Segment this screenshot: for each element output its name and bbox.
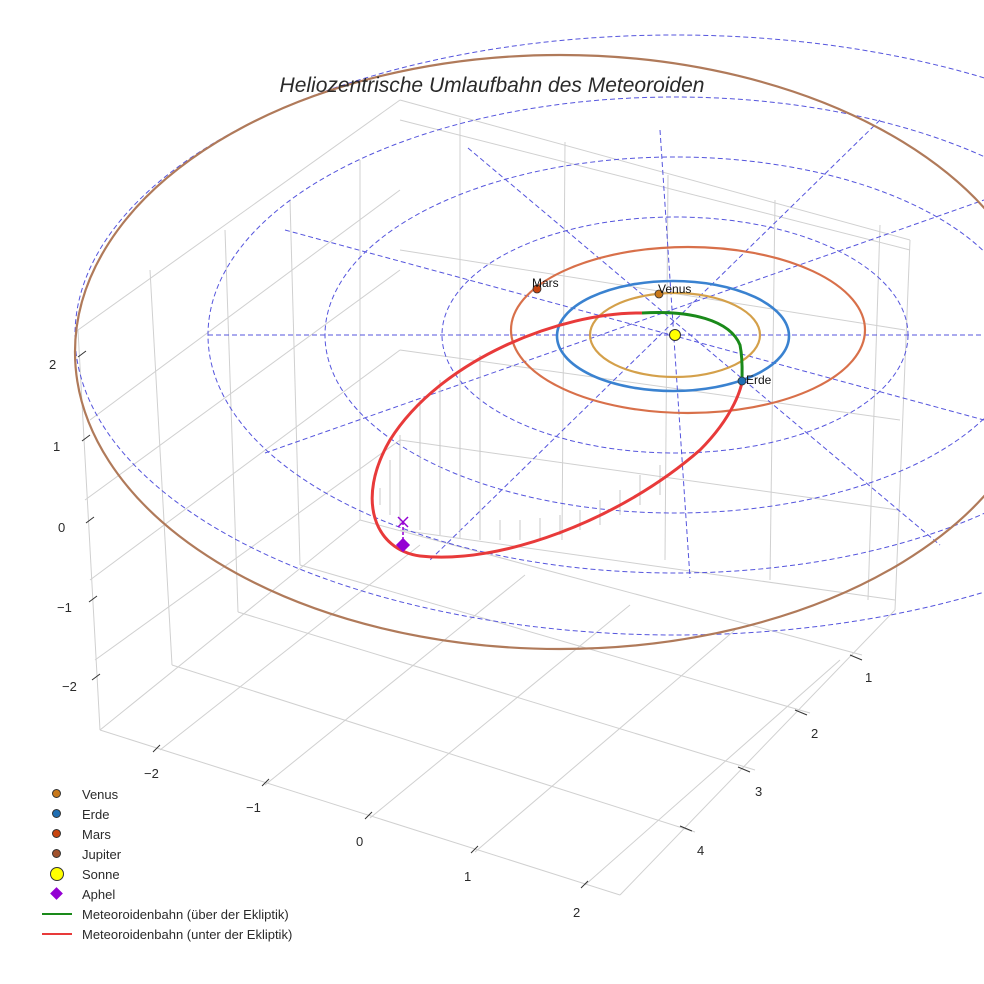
z-tick-neg1: −1 [57, 600, 72, 615]
sonne-marker[interactable] [669, 329, 681, 341]
y-tick-3: 3 [755, 784, 763, 799]
jupiter-dot-icon [52, 849, 61, 858]
y-tick-1: 1 [865, 670, 873, 685]
venus-dot-icon [52, 789, 61, 798]
legend: Venus Erde Mars Jupiter Sonne Aphel Mete… [38, 784, 292, 944]
legend-item-venus[interactable]: Venus [38, 784, 292, 804]
legend-item-orbit-above[interactable]: Meteoroidenbahn (über der Ekliptik) [38, 904, 292, 924]
meteoroid-orbit-below [370, 311, 744, 559]
jupiter-orbit [74, 53, 984, 651]
erde-marker[interactable] [737, 376, 747, 386]
green-line-icon [42, 913, 72, 915]
sonne-dot-icon [50, 867, 64, 881]
venus-label: Venus [658, 282, 692, 296]
venus-marker[interactable] [654, 289, 664, 299]
drop-lines [379, 355, 661, 540]
mars-orbit [509, 245, 867, 415]
aphel-marker[interactable] [395, 537, 411, 553]
tick-marks [77, 350, 863, 889]
z-tick-neg2: −2 [62, 679, 77, 694]
mars-marker[interactable] [532, 284, 542, 294]
red-line-icon [42, 933, 72, 935]
legend-item-mars[interactable]: Mars [38, 824, 292, 844]
x-tick-2: 2 [573, 905, 581, 920]
x-tick-0: 0 [356, 834, 364, 849]
z-tick-0: 0 [58, 520, 66, 535]
erde-orbit [555, 279, 791, 393]
erde-dot-icon [52, 809, 61, 818]
legend-item-sonne[interactable]: Sonne [38, 864, 292, 884]
mars-label: Mars [532, 276, 559, 290]
z-tick-1: 1 [53, 439, 61, 454]
y-tick-2: 2 [811, 726, 819, 741]
x-tick-neg1: −1 [246, 800, 261, 815]
aphel-diamond-icon [50, 887, 63, 900]
legend-item-jupiter[interactable]: Jupiter [38, 844, 292, 864]
mars-dot-icon [52, 829, 61, 838]
venus-orbit [588, 291, 762, 379]
x-tick-1: 1 [464, 869, 472, 884]
legend-item-erde[interactable]: Erde [38, 804, 292, 824]
legend-item-aphel[interactable]: Aphel [38, 884, 292, 904]
ecliptic-reference-rings [74, 34, 984, 636]
chart-title: Heliozentrische Umlaufbahn des Meteoroid… [279, 74, 705, 97]
legend-item-orbit-below[interactable]: Meteoroidenbahn (unter der Ekliptik) [38, 924, 292, 944]
x-tick-neg2: −2 [144, 766, 159, 781]
y-tick-4: 4 [697, 843, 705, 858]
erde-label: Erde [746, 373, 772, 387]
meteoroid-orbit-above [641, 311, 744, 382]
aphel-projection-x-icon [397, 516, 409, 528]
z-tick-2: 2 [49, 357, 57, 372]
